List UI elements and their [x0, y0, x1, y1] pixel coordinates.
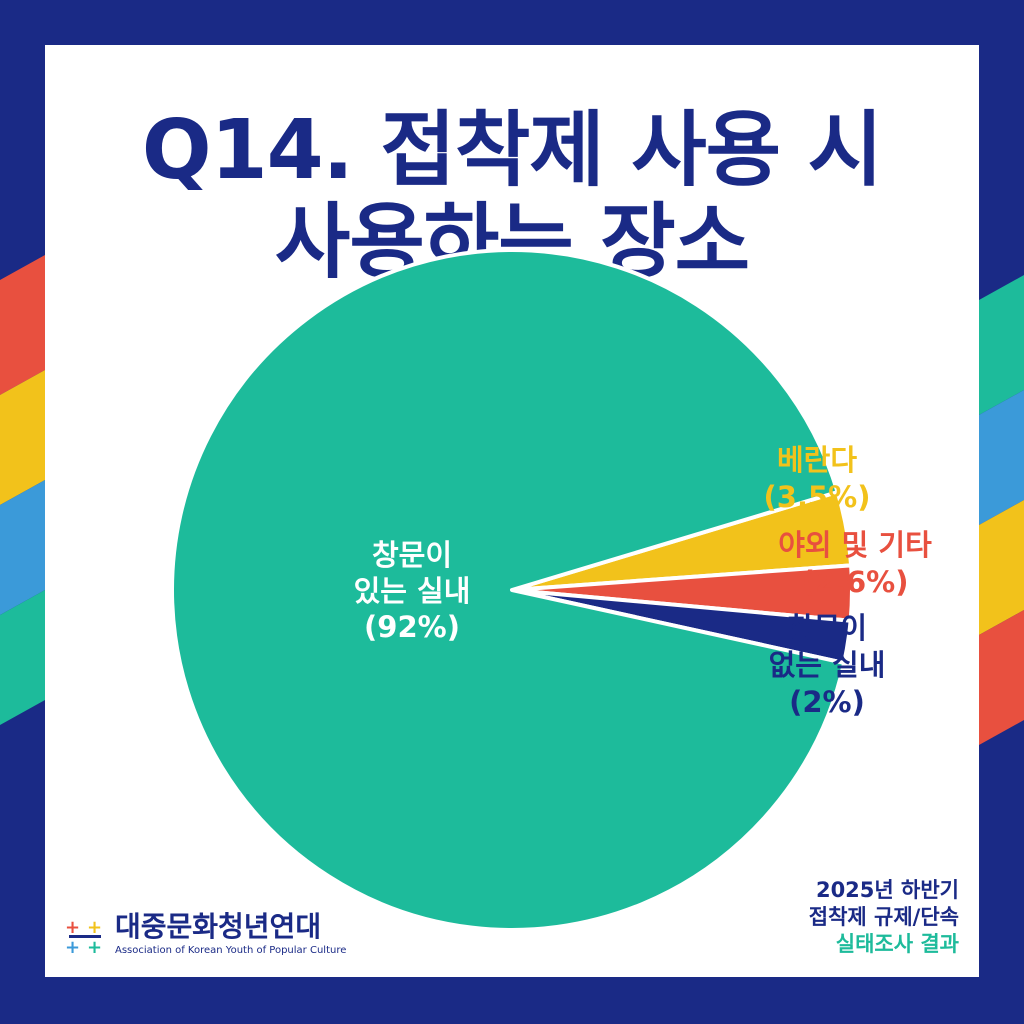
slice-label-outdoor: 야외 및 기타 [778, 528, 932, 562]
slice-label-veranda-percent: (3.5%) [764, 480, 871, 514]
svg-text:+: + [65, 917, 80, 938]
org-logo: + + + + 대중문화청년연대 Association of Korean Y… [63, 911, 383, 961]
survey-line-1: 2025년 하반기 [815, 878, 959, 902]
pie-chart: 창문이 있는 실내 (92%) 베란다 (3.5%) 야외 및 기타 (2.6%… [170, 248, 932, 932]
slice-label-veranda: 베란다 [777, 443, 857, 477]
slice-label-outdoor-percent: (2.6%) [802, 565, 909, 599]
survey-line-3: 실태조사 결과 [835, 932, 959, 956]
content-card: Q14. 접착제 사용 시 사용하는 장소 창문이 있는 실내 (92%) 베란… [45, 45, 979, 977]
survey-line-2: 접착제 규제/단속 [808, 905, 959, 929]
slice-label-indoor-window-line1: 창문이 [372, 538, 452, 572]
slice-label-indoor-window-line2: 있는 실내 [354, 574, 471, 608]
slice-label-indoor-nowindow-line2: 없는 실내 [769, 648, 886, 682]
slice-indoor-with-window [170, 248, 847, 932]
svg-text:+: + [65, 937, 80, 957]
org-logo-icon: + + + + [65, 917, 102, 957]
slice-label-indoor-nowindow-line1: 창문이 [787, 611, 867, 645]
title-line-1: Q14. 접착제 사용 시 [141, 103, 883, 198]
org-english-name: Association of Korean Youth of Popular C… [115, 945, 347, 956]
slice-label-indoor-window-percent: (92%) [364, 610, 460, 644]
svg-text:+: + [87, 917, 102, 938]
survey-caption: 2025년 하반기 접착제 규제/단속 실태조사 결과 [719, 877, 959, 958]
svg-text:+: + [87, 937, 102, 957]
org-name: 대중문화청년연대 [115, 910, 322, 943]
slice-label-indoor-nowindow-percent: (2%) [789, 685, 865, 719]
